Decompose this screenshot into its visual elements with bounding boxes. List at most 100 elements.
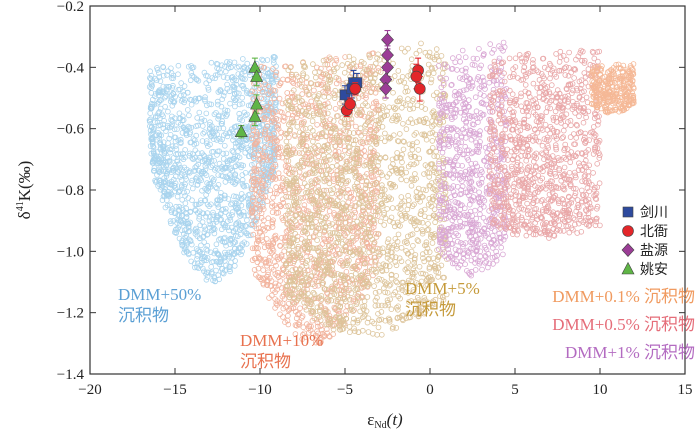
field-point [453,133,460,139]
field-point [203,110,210,117]
field-point [225,196,232,202]
field-point [149,138,156,145]
field-point [201,69,208,76]
field-point [345,199,352,206]
field-point [299,91,306,97]
field-point [189,155,196,161]
field-point [273,69,280,76]
field-point [158,159,164,166]
field-point [477,128,483,134]
field-point [252,91,258,97]
field-point [148,131,154,138]
field-point [189,65,196,71]
field-point [215,116,221,122]
field-point [326,208,333,215]
field-point [357,125,364,131]
field-point [271,136,278,142]
field-point [207,221,214,228]
field-point [310,289,317,296]
field-point [159,156,166,162]
field-point [166,167,172,174]
field-point [155,183,161,189]
field-point [204,210,211,216]
field-point [211,176,217,183]
field-point [473,215,480,222]
field-point [195,161,202,168]
field-point [269,245,276,252]
field-point [472,207,478,214]
field-point [217,235,224,242]
field-point [339,62,346,68]
field-point [326,54,333,61]
field-point [188,101,195,108]
field-point [167,159,173,165]
field-point [161,143,167,150]
field-point [188,70,195,76]
field-point [157,89,164,96]
field-point [379,172,385,179]
field-point [388,306,395,313]
field-point [359,239,366,245]
field-point [189,72,196,79]
field-point [266,295,272,301]
field-point [178,140,184,146]
field-point [172,180,179,187]
field-point [223,150,230,157]
field-point [214,131,220,138]
field-point [315,153,322,160]
field-point [372,60,379,67]
field-point [203,213,209,220]
field-point [194,256,200,262]
field-point [206,218,213,224]
field-point [224,133,231,140]
field-point [275,170,282,177]
field-point [284,76,291,83]
field-point [250,172,256,179]
field-point [337,130,343,136]
field-point [172,227,179,233]
field-point [146,84,153,90]
field-point [198,242,204,249]
field-point [390,89,396,96]
field-point [418,40,424,47]
field-point [241,65,248,71]
field-point [170,91,177,97]
field-point [204,274,211,280]
field-point [154,67,161,73]
field-point [498,244,505,251]
field-point [397,205,404,212]
field-point [450,175,456,181]
field-point [160,193,167,200]
field-point [365,244,372,250]
field-point [405,233,411,240]
field-point [385,236,392,243]
field-point [262,126,269,133]
field-point [154,149,161,155]
field-point [157,144,164,151]
field-point [261,244,268,251]
field-point [187,150,193,157]
field-point [176,222,183,228]
field-point [164,202,171,209]
field-point [171,126,178,133]
field-point [265,215,272,222]
field-point [239,196,245,202]
field-point [173,151,179,158]
field-point [246,202,252,209]
field-point [354,129,361,136]
field-point [382,130,388,137]
field-point [400,146,407,153]
field-point [167,146,173,153]
field-point [265,107,272,113]
field-point [241,212,248,219]
field-point [255,245,261,252]
field-point [224,175,231,181]
field-point [259,56,265,63]
field-point [452,246,459,253]
field-point [185,220,191,227]
field-point [214,250,220,257]
field-point [395,68,402,74]
field-point [303,80,310,86]
field-point [279,271,285,277]
field-point [228,165,235,171]
